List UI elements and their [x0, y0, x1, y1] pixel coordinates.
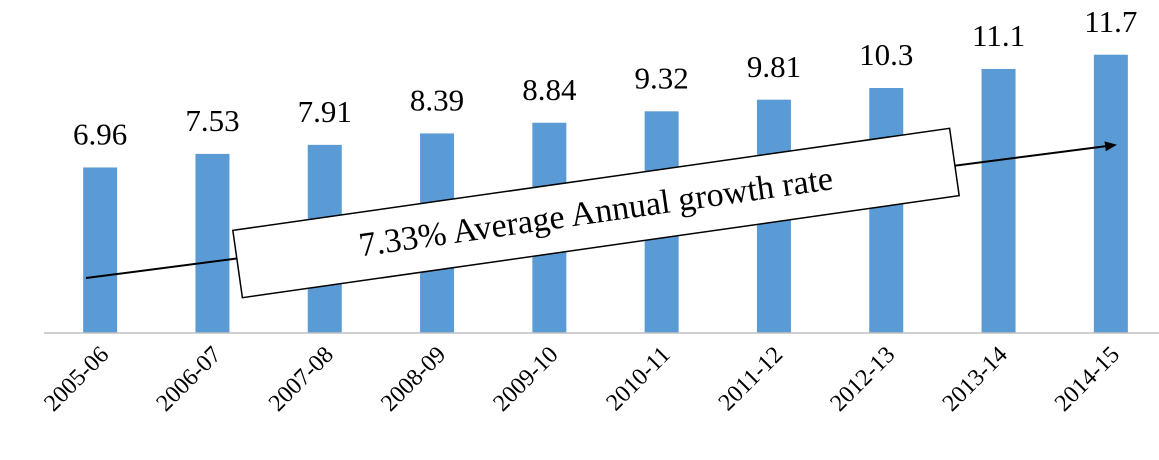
bar	[83, 167, 118, 333]
annotation-frame	[231, 127, 961, 299]
bar	[195, 153, 230, 333]
value-label: 11.7	[1084, 4, 1137, 39]
value-label: 11.1	[972, 18, 1025, 53]
x-tick-label: 2007-08	[264, 342, 339, 417]
x-tick-label: 2012-13	[825, 342, 900, 417]
annotation-box: 7.33% Average Annual growth rate	[231, 127, 961, 299]
x-tick-label: 2005-06	[39, 342, 114, 417]
value-label: 8.84	[522, 72, 577, 107]
bars: 6.96 7.53 7.91 8.39 8.84 9.32 9.81 10.3 11.1 11.7	[73, 4, 1137, 334]
bar	[869, 88, 904, 333]
value-label: 10.3	[859, 37, 913, 72]
x-tick-label: 2008-09	[376, 342, 451, 417]
x-tick-label: 2006-07	[152, 342, 227, 417]
value-label: 9.81	[747, 49, 801, 84]
value-label: 8.39	[410, 83, 464, 118]
x-tick-label: 2014-15	[1050, 342, 1125, 417]
x-tick-label: 2009-10	[489, 342, 564, 417]
value-label: 6.96	[73, 117, 127, 152]
value-label: 7.53	[185, 103, 239, 138]
value-label: 9.32	[635, 60, 689, 95]
x-tick-label: 2010-11	[601, 342, 675, 416]
bar	[981, 68, 1016, 333]
value-label: 7.91	[298, 94, 352, 129]
bar	[1093, 54, 1128, 333]
x-tick-label: 2011-12	[714, 342, 788, 416]
x-tick-label: 2013-14	[938, 342, 1013, 417]
